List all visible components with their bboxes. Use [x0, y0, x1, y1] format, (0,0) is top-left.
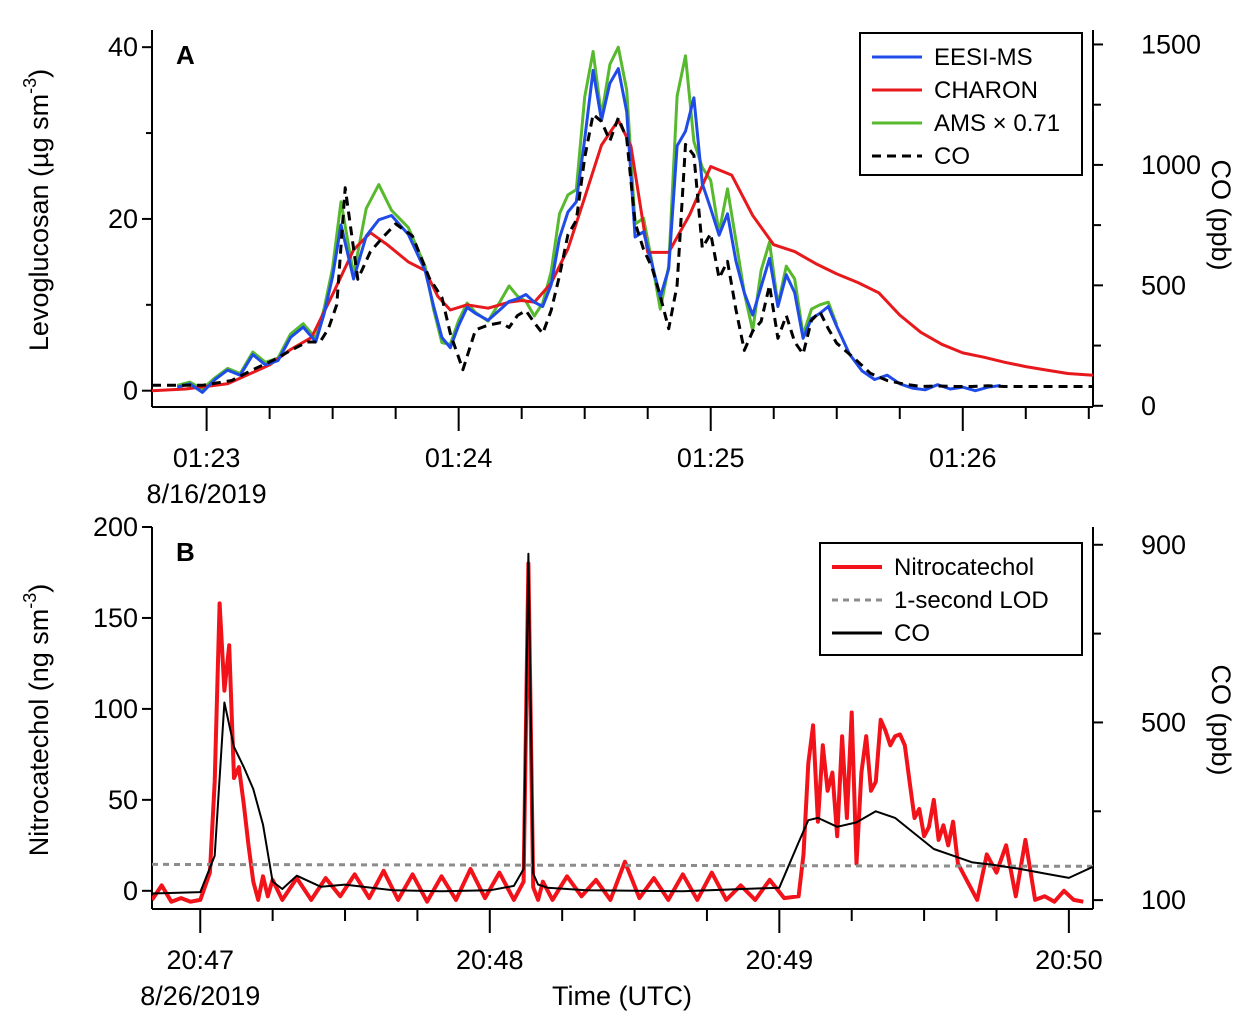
legend-label: CHARON: [934, 77, 1038, 104]
legend-label: CO: [934, 143, 970, 170]
series-line-co: [152, 552, 1093, 895]
y-left-axis-title-close: ): [24, 584, 54, 593]
x-tick-label: 20:47: [166, 945, 234, 975]
series-line-nitrocatechol: [152, 561, 1084, 904]
y-right-tick-label: 1000: [1141, 150, 1201, 180]
panel-label: B: [176, 537, 195, 567]
legend: Nitrocatechol 1-second LOD CO: [819, 542, 1083, 656]
y-right-tick-label: 100: [1141, 885, 1186, 915]
plot-area: [152, 552, 1093, 904]
x-tick-label: 20:49: [746, 945, 814, 975]
panel-b: 0 50 100 150 200 100 500 900 20:47 20:48 20:49 20:5…: [20, 512, 1236, 1011]
x-tick-label: 01:23: [173, 443, 241, 473]
y-left-tick-label: 20: [108, 204, 138, 234]
y-left-tick-label: 150: [93, 603, 138, 633]
date-label: 8/26/2019: [140, 981, 260, 1011]
legend-label: 1-second LOD: [894, 587, 1049, 614]
y-left-tick-label: 200: [93, 512, 138, 542]
date-label: 8/16/2019: [147, 479, 267, 509]
legend-label: AMS × 0.71: [934, 110, 1060, 137]
plot-area: [152, 45, 1093, 394]
y-right-axis-title: CO (ppb): [1206, 664, 1236, 775]
x-axis-title: Time (UTC): [552, 981, 692, 1011]
y-left-axis-title: Nitrocatechol (ng sm-3): [20, 584, 54, 857]
y-right-tick-label: 900: [1141, 530, 1186, 560]
panel-a: 0 20 40 0 500 1000 1500 01:23 01:24 01:25 01:26 8/1…: [20, 29, 1236, 509]
legend-label: Nitrocatechol: [894, 554, 1034, 581]
y-left-axis-title-sup: -3: [20, 78, 40, 94]
y-right-tick-label: 500: [1141, 270, 1186, 300]
y-left-tick-label: 40: [108, 32, 138, 62]
x-tick-label: 01:25: [677, 443, 745, 473]
x-tick-label: 20:50: [1035, 945, 1103, 975]
y-left-axis-title: Levoglucosan (µg sm-3): [20, 69, 54, 351]
y-right-axis-title: CO (ppb): [1206, 159, 1236, 270]
series-line-eesi-ms: [176, 67, 1001, 394]
x-tick-label: 01:24: [425, 443, 493, 473]
legend-label: EESI-MS: [934, 44, 1033, 71]
series-line-co: [152, 112, 1093, 388]
series-line-1-second-lod: [152, 862, 1093, 868]
panel-label: A: [176, 40, 195, 70]
y-left-axis-title-sup: -3: [20, 593, 40, 609]
y-left-tick-label: 50: [108, 785, 138, 815]
x-tick-label: 01:26: [929, 443, 997, 473]
y-left-axis-title-text: Nitrocatechol (ng sm: [24, 609, 54, 857]
y-left-tick-label: 0: [123, 376, 138, 406]
legend-box: [819, 542, 1083, 656]
y-left-axis-title-text: Levoglucosan (µg sm: [24, 94, 54, 351]
y-left-tick-label: 0: [123, 876, 138, 906]
y-left-axis-title-close: ): [24, 69, 54, 78]
y-right-tick-label: 0: [1141, 391, 1156, 421]
series-line-ams-0-71: [176, 45, 839, 391]
x-tick-label: 20:48: [456, 945, 524, 975]
y-left-tick-label: 100: [93, 694, 138, 724]
legend-label: CO: [894, 620, 930, 647]
y-right-tick-label: 1500: [1141, 29, 1201, 59]
legend: EESI-MS CHARON AMS × 0.71 CO: [859, 32, 1083, 176]
y-right-tick-label: 500: [1141, 707, 1186, 737]
